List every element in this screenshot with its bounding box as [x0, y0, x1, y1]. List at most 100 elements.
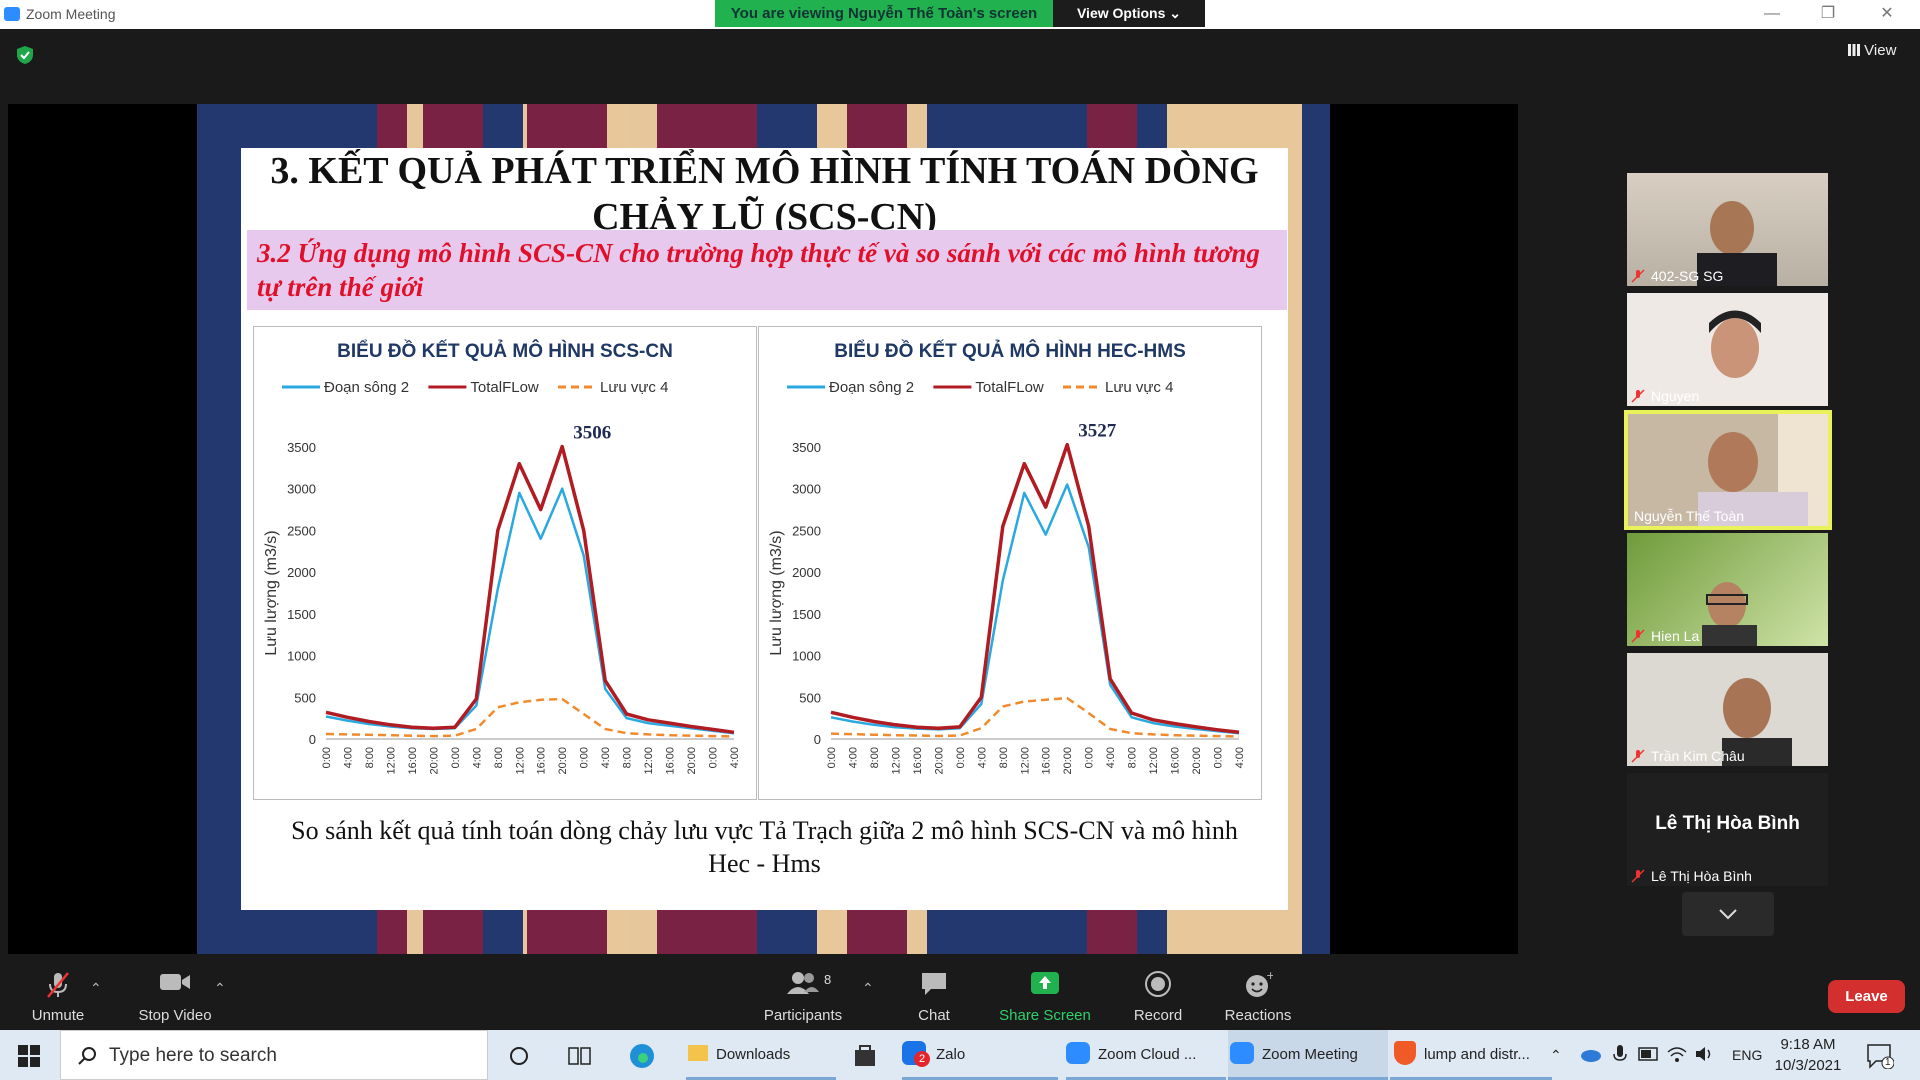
- taskbar-clock[interactable]: 9:18 AM 10/3/2021: [1772, 1034, 1844, 1076]
- share-screen-label: Share Screen: [999, 1007, 1091, 1024]
- participants-count: 8: [824, 972, 832, 987]
- windows-start-icon[interactable]: [18, 1045, 40, 1067]
- participant-tile[interactable]: Lê Thị Hòa Bình Lê Thị Hòa Bình: [1627, 773, 1828, 886]
- muted-mic-icon: [1631, 869, 1645, 883]
- microphone-tray-icon[interactable]: [1612, 1044, 1628, 1066]
- x-tick-label: 16:00: [407, 747, 419, 775]
- onedrive-cloud-icon[interactable]: [1580, 1045, 1602, 1063]
- participant-tile[interactable]: Hien La: [1627, 533, 1828, 646]
- stop-video-label: Stop Video: [138, 1007, 212, 1024]
- slide-content: 3. KẾT QUẢ PHÁT TRIỂN MÔ HÌNH TÍNH TOÁN …: [241, 148, 1288, 910]
- x-tick-label: 8:00: [998, 747, 1010, 768]
- smiley-reaction-icon: +: [1246, 970, 1273, 997]
- y-tick-label: 1000: [287, 649, 316, 664]
- y-tick-label: 0: [309, 732, 316, 747]
- viewing-banner: You are viewing Nguyễn Thế Toàn's screen: [715, 0, 1053, 27]
- security-shield-icon[interactable]: [14, 44, 36, 66]
- participant-tile[interactable]: Nguyen: [1627, 293, 1828, 406]
- restore-button[interactable]: ❐: [1820, 5, 1836, 22]
- x-tick-label: 4:00: [729, 747, 741, 768]
- app-label: Zalo: [936, 1046, 966, 1063]
- task-view-icon[interactable]: [568, 1045, 592, 1067]
- cortana-icon[interactable]: [508, 1045, 530, 1067]
- y-tick-label: 3500: [287, 440, 316, 455]
- series-line: [830, 483, 1240, 735]
- chat-button[interactable]: Chat: [898, 958, 970, 1030]
- x-tick-label: 0:00: [450, 747, 462, 768]
- participants-icon: [787, 972, 819, 994]
- record-label: Record: [1133, 1007, 1183, 1024]
- y-tick-label: 2500: [792, 523, 821, 538]
- y-tick-label: 3000: [287, 482, 316, 497]
- zoom-icon: [1066, 1042, 1090, 1064]
- store-bag-icon[interactable]: [852, 1042, 878, 1068]
- folder-icon: [688, 1045, 708, 1061]
- participant-name: Trần Kim Châu: [1651, 748, 1745, 764]
- chart-hec-hms: BIỂU ĐỒ KẾT QUẢ MÔ HÌNH HEC-HMS Đoạn sôn…: [758, 326, 1262, 800]
- x-tick-label: 16:00: [912, 747, 924, 775]
- participants-button[interactable]: 8 Participants: [758, 958, 848, 1030]
- x-tick-label: 12:00: [643, 747, 655, 775]
- app-label: Zoom Meeting: [1262, 1046, 1358, 1063]
- y-tick-label: 0: [814, 732, 821, 747]
- y-tick-label: 500: [294, 690, 316, 705]
- y-tick-label: 1500: [287, 607, 316, 622]
- taskbar-search-box[interactable]: Type here to search: [60, 1030, 488, 1080]
- leave-button[interactable]: Leave: [1828, 980, 1905, 1013]
- slide-title: 3. KẾT QUẢ PHÁT TRIỂN MÔ HÌNH TÍNH TOÁN …: [270, 150, 1259, 238]
- y-axis-label: Lưu lượng (m3/s): [263, 530, 280, 655]
- legend-label: Đoạn sông 2: [324, 379, 409, 396]
- view-button[interactable]: View: [1848, 42, 1896, 59]
- taskbar-app-brave[interactable]: lump and distr...: [1390, 1030, 1552, 1080]
- edge-browser-icon[interactable]: [627, 1042, 657, 1070]
- series-line: [325, 697, 735, 738]
- wifi-icon[interactable]: [1666, 1044, 1688, 1064]
- chart-title: BIỂU ĐỒ KẾT QUẢ MÔ HÌNH HEC-HMS: [834, 341, 1186, 362]
- close-button[interactable]: ✕: [1880, 5, 1894, 22]
- taskbar-app-zoom-meeting[interactable]: Zoom Meeting: [1228, 1030, 1388, 1080]
- series-line: [325, 487, 735, 735]
- x-tick-label: 0:00: [955, 747, 967, 768]
- language-indicator-text[interactable]: ENG: [1732, 1047, 1763, 1063]
- minimize-button[interactable]: —: [1764, 5, 1780, 22]
- participant-name: Hien La: [1651, 628, 1700, 644]
- view-options-button[interactable]: View Options ⌄: [1053, 0, 1205, 27]
- tray-overflow-chevron-icon[interactable]: ⌃: [1550, 1047, 1562, 1063]
- share-screen-button[interactable]: Share Screen: [992, 958, 1098, 1030]
- muted-mic-icon: [1631, 749, 1645, 763]
- chart-plot: Đoạn sông 2 TotalFLow Lưu vực 4 0 500 1000 150…: [768, 379, 1246, 775]
- participants-options-caret-icon[interactable]: ⌃: [862, 980, 874, 996]
- reactions-button[interactable]: + Reactions: [1216, 958, 1300, 1030]
- audio-options-caret-icon[interactable]: ⌃: [90, 980, 102, 996]
- taskbar-app-downloads[interactable]: Downloads: [686, 1030, 836, 1080]
- series-line: [325, 444, 735, 735]
- slide-subtitle-box: 3.2 Ứng dụng mô hình SCS-CN cho trường h…: [247, 230, 1287, 310]
- stop-video-button[interactable]: Stop Video: [130, 958, 220, 1030]
- record-button[interactable]: Record: [1122, 958, 1194, 1030]
- participant-tile[interactable]: Trần Kim Châu: [1627, 653, 1828, 766]
- series-line: [830, 696, 1240, 738]
- participant-name: Lê Thị Hòa Bình: [1651, 868, 1752, 884]
- gallery-scroll-down-button[interactable]: [1682, 892, 1774, 936]
- video-options-caret-icon[interactable]: ⌃: [214, 980, 226, 996]
- speaker-volume-icon[interactable]: [1694, 1044, 1716, 1064]
- zoom-icon: [1230, 1042, 1254, 1064]
- x-tick-label: 12:00: [385, 747, 397, 775]
- x-tick-label: 0:00: [1213, 747, 1225, 768]
- meeting-toolbar: Unmute ⌃ Stop Video ⌃ 8 Participants ⌃ C…: [0, 958, 1920, 1030]
- taskbar-app-zalo[interactable]: 2 Zalo: [902, 1030, 1058, 1080]
- battery-icon[interactable]: [1638, 1047, 1660, 1061]
- participants-label: Participants: [763, 1007, 843, 1024]
- participant-tile-active-speaker[interactable]: Nguyễn Thế Toàn: [1624, 410, 1832, 530]
- x-tick-label: 8:00: [869, 747, 881, 768]
- clock-date: 10/3/2021: [1774, 1057, 1842, 1074]
- x-tick-label: 4:00: [471, 747, 483, 768]
- x-tick-label: 4:00: [1105, 747, 1117, 768]
- notification-center-icon[interactable]: [1866, 1043, 1894, 1069]
- chart-scs-cn: BIỂU ĐỒ KẾT QUẢ MÔ HÌNH SCS-CN Đoạn sông…: [253, 326, 757, 800]
- chart-plot: Đoạn sông 2 TotalFLow Lưu vực 4 0 500 1000 150…: [263, 379, 741, 775]
- unmute-button[interactable]: Unmute: [18, 958, 98, 1030]
- taskbar-app-zoom-cloud[interactable]: Zoom Cloud ...: [1066, 1030, 1226, 1080]
- window-title: Zoom Meeting: [26, 6, 116, 22]
- participant-tile[interactable]: 402-SG SG: [1627, 173, 1828, 286]
